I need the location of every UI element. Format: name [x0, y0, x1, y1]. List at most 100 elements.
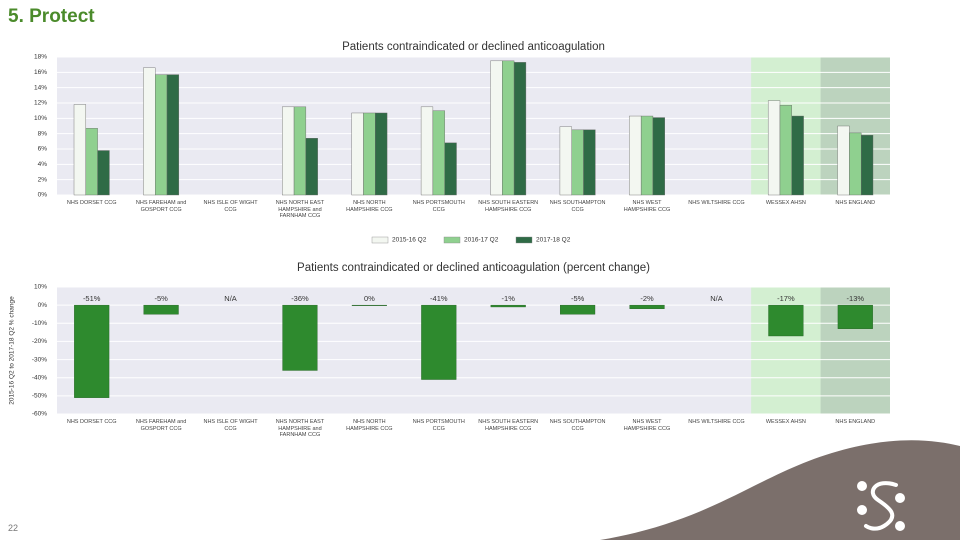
page-title: 5. Protect: [8, 6, 95, 27]
y-tick-label: 4%: [38, 161, 48, 168]
value-label: -13%: [847, 294, 865, 303]
value-label: N/A: [710, 294, 723, 303]
x-tick-label: NHS WEST HAMPSHIRE CCG: [623, 419, 671, 432]
bar: [629, 115, 642, 196]
y-tick-label: 12%: [34, 100, 47, 107]
y-tick-label: -20%: [32, 338, 47, 345]
x-tick-label: NHS ENGLAND: [835, 419, 876, 425]
y-tick-label: 14%: [34, 84, 47, 91]
y-tick-label: -40%: [32, 374, 47, 381]
x-tick-label: NHS NORTH EAST HAMPSHIRE and FARNHAM CCG: [275, 200, 325, 219]
bar: [305, 138, 318, 196]
x-tick-label: NHS NORTH HAMPSHIRE CCG: [346, 200, 393, 213]
logo: [857, 481, 905, 531]
x-tick-label: NHS FAREHAM and GOSPORT CCG: [135, 200, 187, 213]
bar: [860, 134, 874, 196]
bar: [375, 112, 388, 196]
x-tick-label: NHS SOUTH EASTERN HAMPSHIRE CCG: [478, 419, 539, 432]
x-tick-label: NHS NORTH EAST HAMPSHIRE and FARNHAM CCG: [275, 419, 325, 438]
bar: [560, 304, 596, 315]
y-tick-label: 6%: [38, 146, 48, 153]
legend-label: 2015-16 Q2: [392, 237, 427, 244]
x-tick-label: NHS ISLE OF WIGHT CCG: [203, 419, 258, 432]
x-tick-label: NHS NORTH HAMPSHIRE CCG: [346, 419, 393, 432]
y-tick-label: 2%: [38, 176, 48, 183]
bar: [490, 60, 503, 196]
bar: [837, 125, 850, 196]
x-tick-label: NHS SOUTHAMPTON CCG: [549, 200, 606, 213]
y-tick-label: -50%: [32, 393, 47, 400]
x-tick-label: NHS DORSET CCG: [66, 419, 117, 425]
page-number: 22: [8, 523, 19, 533]
y-tick-label: -60%: [32, 411, 47, 418]
x-tick-label: NHS SOUTH EASTERN HAMPSHIRE CCG: [478, 200, 539, 213]
bar: [652, 117, 665, 196]
bar: [73, 104, 87, 196]
value-label: -2%: [640, 294, 654, 303]
bar: [363, 112, 376, 196]
bar: [583, 129, 596, 196]
legend-swatch: [371, 236, 389, 244]
y-tick-label: 10%: [34, 115, 47, 122]
legend-label: 2017-18 Q2: [536, 237, 571, 244]
x-tick-label: NHS PORTSMOUTH CCG: [412, 200, 465, 213]
bar: [432, 110, 445, 196]
x-tick-label: NHS ISLE OF WIGHT CCG: [203, 200, 258, 213]
x-tick-label: NHS WILTSHIRE CCG: [688, 200, 745, 206]
y-tick-label: 8%: [38, 130, 48, 137]
x-tick-label: NHS PORTSMOUTH CCG: [412, 419, 465, 432]
bar: [559, 126, 572, 196]
bar: [293, 106, 307, 196]
chart-title: Patients contraindicated or declined ant…: [342, 41, 605, 53]
bar: [490, 304, 526, 308]
bar: [97, 150, 110, 196]
bar: [571, 129, 584, 196]
bar: [143, 67, 156, 196]
bar: [767, 100, 781, 196]
x-tick-label: NHS DORSET CCG: [66, 200, 117, 206]
x-tick-label: NHS WEST HAMPSHIRE CCG: [623, 200, 671, 213]
bar: [837, 304, 873, 329]
y-tick-label: 0%: [38, 302, 48, 309]
y-tick-label: 10%: [34, 284, 47, 291]
value-label: -41%: [430, 294, 448, 303]
bar: [420, 106, 434, 196]
x-tick-label: NHS WILTSHIRE CCG: [688, 419, 745, 425]
bar: [421, 304, 457, 380]
bar: [849, 132, 862, 196]
bar: [502, 60, 515, 196]
x-tick-label: NHS FAREHAM and GOSPORT CCG: [135, 419, 187, 432]
bar: [791, 115, 804, 196]
value-label: -5%: [571, 294, 585, 303]
value-label: 0%: [364, 294, 375, 303]
bar: [85, 128, 98, 196]
value-label: -5%: [154, 294, 168, 303]
x-tick-label: WESSEX AHSN: [765, 419, 806, 425]
chart-title: Patients contraindicated or declined ant…: [297, 262, 650, 274]
bar: [282, 304, 318, 371]
y-axis-label: 2015-16 Q2 to 2017-18 Q2 % change: [9, 296, 16, 405]
bar: [351, 304, 387, 306]
y-tick-label: 18%: [34, 54, 47, 61]
bar: [166, 74, 180, 196]
bar: [351, 112, 364, 196]
y-tick-label: 16%: [34, 69, 47, 76]
value-label: -1%: [502, 294, 516, 303]
bar: [155, 74, 168, 196]
bar: [282, 106, 295, 196]
y-tick-label: 0%: [38, 192, 48, 199]
bar: [640, 115, 654, 196]
x-tick-label: WESSEX AHSN: [765, 200, 806, 206]
x-tick-label: NHS ENGLAND: [835, 200, 876, 206]
y-tick-label: -10%: [32, 320, 47, 327]
x-tick-label: NHS SOUTHAMPTON CCG: [549, 419, 606, 432]
bar: [143, 304, 179, 315]
legend-label: 2016-17 Q2: [464, 237, 499, 244]
bar: [768, 304, 804, 337]
y-tick-label: -30%: [32, 356, 47, 363]
value-label: N/A: [224, 294, 237, 303]
corner-swoosh: [600, 440, 960, 540]
bar: [629, 304, 665, 309]
